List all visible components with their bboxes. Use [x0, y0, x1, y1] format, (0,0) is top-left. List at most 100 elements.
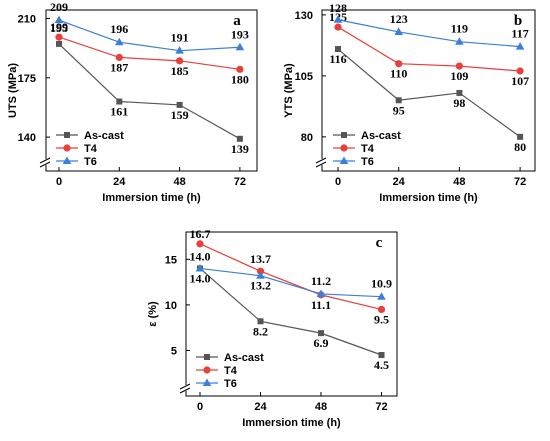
legend-label: As-cast	[84, 130, 124, 142]
data-label: 13.2	[250, 279, 271, 293]
data-label: 193	[231, 27, 249, 41]
y-tick-label: 5	[171, 345, 177, 357]
axis-break-marker	[179, 383, 191, 394]
series-as-cast: 14.0 8.2 6.9 4.5	[190, 265, 389, 372]
series-line	[199, 267, 382, 298]
data-label: 159	[171, 108, 189, 122]
data-point	[455, 37, 464, 45]
series-t4: 16.7 13.7 11.1 9.5	[190, 227, 390, 327]
legend-label: T6	[224, 378, 237, 390]
legend-entry: As-cast	[333, 130, 401, 142]
series-line	[337, 48, 521, 138]
data-label: 8.2	[253, 324, 268, 338]
series-t4: 199 187 185 180	[50, 20, 249, 86]
data-label: 11.1	[311, 298, 331, 312]
plot-frame	[321, 9, 536, 172]
data-label: 10.9	[371, 277, 392, 291]
x-tick-label: 72	[514, 176, 526, 188]
x-axis-title: Immersion time (h)	[242, 417, 341, 429]
data-point	[394, 27, 403, 35]
data-label: 195	[50, 21, 68, 35]
data-label: 117	[511, 27, 528, 41]
legend-entry: T4	[56, 143, 98, 155]
data-label: 161	[110, 105, 128, 119]
x-axis-title: Immersion time (h)	[379, 192, 478, 204]
series-t6: 128 123 119 117	[329, 1, 529, 50]
data-label: 9.5	[374, 312, 389, 326]
legend-label: T6	[84, 156, 97, 168]
x-tick-label: 24	[393, 176, 406, 188]
panel-letter: a	[233, 13, 241, 29]
legend-label: T4	[361, 143, 375, 155]
data-point	[56, 40, 62, 47]
data-point	[176, 101, 183, 108]
data-point	[176, 57, 184, 65]
x-tick-label: 0	[197, 401, 203, 413]
data-label: 180	[231, 72, 249, 86]
x-tick-label: 72	[375, 401, 387, 413]
panel-letter: b	[514, 13, 522, 29]
y-axis-title: ε (%)	[147, 301, 159, 327]
data-label: 16.7	[190, 227, 211, 241]
data-label: 107	[511, 74, 529, 88]
data-point	[456, 89, 463, 96]
series-line	[58, 19, 240, 52]
series-line	[199, 243, 382, 311]
data-point	[257, 318, 264, 325]
data-point	[377, 305, 386, 314]
data-label: 13.7	[250, 252, 271, 266]
series-line	[199, 267, 382, 356]
legend-label: As-cast	[224, 352, 264, 364]
series-line	[58, 43, 241, 140]
data-label: 95	[393, 103, 405, 117]
data-label: 4.5	[374, 358, 389, 372]
x-tick-label: 72	[234, 176, 246, 188]
axis-break-marker	[39, 157, 51, 168]
legend-label: T4	[224, 365, 238, 377]
data-point	[395, 97, 402, 104]
series-line	[58, 36, 240, 70]
legend-label: T6	[361, 156, 374, 168]
data-label: 185	[171, 64, 189, 78]
data-label: 80	[514, 140, 526, 154]
data-label: 191	[171, 31, 189, 45]
data-point	[377, 292, 386, 300]
series-t6: 14.0 13.2 11.2 10.9	[190, 249, 392, 300]
legend-marker	[339, 156, 349, 164]
data-point	[115, 37, 124, 46]
data-point	[455, 62, 463, 70]
legend-entry: As-cast	[56, 130, 124, 142]
data-point	[316, 289, 326, 297]
data-label: 110	[390, 67, 407, 81]
data-point	[515, 42, 525, 50]
series-t6: 209 196 191 193	[50, 0, 249, 54]
y-tick-label: 140	[18, 132, 36, 144]
data-label: 128	[329, 1, 347, 15]
data-point	[196, 240, 204, 248]
data-point	[335, 46, 341, 53]
series-line	[337, 19, 521, 48]
data-label: 199	[50, 20, 68, 34]
x-tick-label: 24	[254, 401, 267, 413]
x-tick-label: 48	[173, 176, 185, 188]
data-label: 187	[110, 60, 128, 74]
plot-frame	[185, 231, 398, 397]
series-as-cast: 116 95 98 80	[329, 46, 526, 154]
data-label: 14.0	[190, 271, 211, 285]
x-tick-label: 0	[335, 176, 341, 188]
data-label: 11.2	[311, 274, 331, 288]
data-label: 196	[110, 22, 128, 36]
data-label: 98	[453, 96, 465, 110]
data-label: 123	[390, 12, 408, 26]
x-tick-label: 0	[56, 176, 62, 188]
data-point	[318, 330, 324, 337]
legend-marker	[341, 132, 347, 138]
series-line	[337, 26, 521, 72]
legend-marker	[202, 378, 212, 386]
legend-marker	[204, 354, 210, 360]
y-tick-label: 210	[18, 13, 36, 25]
